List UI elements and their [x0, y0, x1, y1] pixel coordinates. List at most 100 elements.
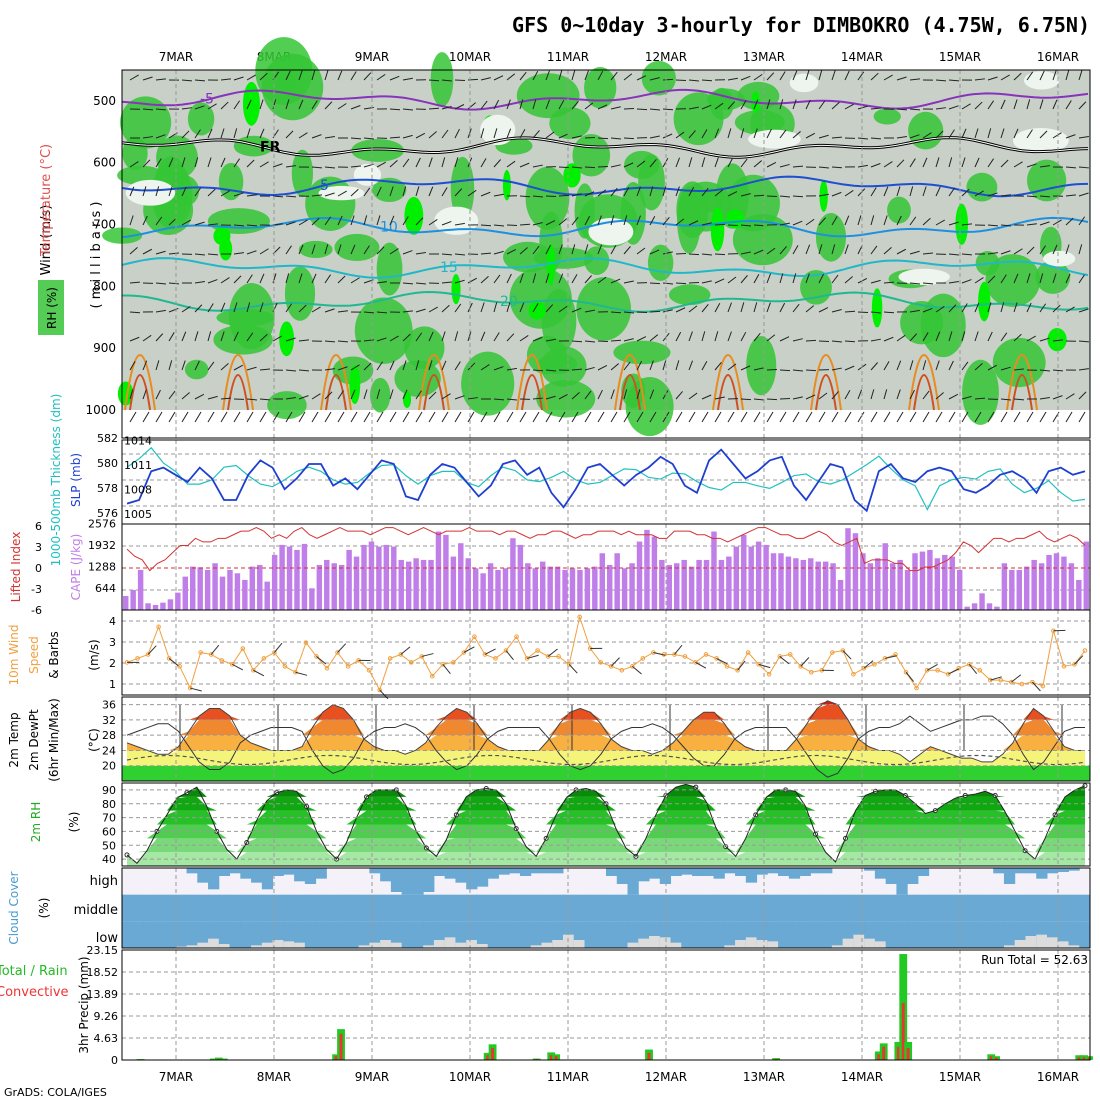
wind-barb [909, 309, 920, 313]
cloud-low-bar [326, 921, 338, 948]
wind-barb [688, 360, 694, 371]
wind-barb [818, 244, 823, 255]
cloud-low-bar [186, 921, 198, 948]
wind-speed-point [808, 669, 814, 675]
cape-bar [309, 588, 315, 610]
wind-barb [129, 161, 139, 168]
wind-barb [155, 158, 162, 168]
wind-barb [766, 273, 772, 284]
wind-barb-surface [1000, 411, 1008, 423]
wind-barb [376, 311, 388, 314]
wind-barb [311, 100, 318, 110]
wind-barb [194, 129, 201, 139]
wind-barb [220, 277, 230, 284]
cloud-middle-bar [466, 894, 478, 922]
wind-barb-surface [1026, 411, 1034, 423]
wind-barb [246, 274, 253, 284]
cape-bar [852, 533, 859, 610]
wind-barb [935, 331, 941, 342]
rh-saturated [978, 281, 991, 322]
wind-barb-surface [155, 411, 163, 423]
wind-barb [415, 132, 426, 139]
rh-cell [613, 340, 671, 365]
cloud-low-bar [702, 921, 715, 948]
temp-contour-30 [521, 374, 543, 411]
cape-bar [1053, 553, 1060, 610]
wind-barb [376, 389, 381, 400]
wind-barb-surface [233, 411, 241, 423]
wind-barb [597, 365, 608, 371]
wind-barb [441, 79, 453, 82]
cape-bar [763, 544, 769, 610]
wind-speed-point [714, 656, 719, 661]
cloud-high-bar [1025, 868, 1037, 874]
rh-dry [1043, 250, 1076, 267]
wind-barb [467, 189, 477, 197]
cloud-high-bar [1057, 868, 1069, 872]
wind-speed-point [251, 667, 256, 673]
wind-barb [636, 389, 641, 400]
cloud-middle-bar [294, 894, 306, 922]
cloud-low-gap [756, 940, 768, 948]
cloud-high-bar [251, 868, 263, 883]
rh-dry [480, 114, 516, 146]
wind-barb [1013, 302, 1018, 313]
wind-barb [909, 282, 921, 285]
wind-barb [987, 302, 992, 313]
wind-barb-surface [961, 411, 969, 423]
cape-bar [152, 604, 159, 610]
temp-contour-25 [810, 354, 842, 411]
wind-barb [922, 390, 930, 400]
wind-barb [571, 340, 583, 343]
wind-barb [675, 360, 680, 371]
cape-bar [897, 559, 903, 610]
wind-barb [155, 250, 166, 255]
wind-barb [870, 187, 877, 197]
wind-barb-surface [194, 411, 202, 423]
wind-barb [376, 215, 381, 226]
wind-barb [935, 306, 945, 313]
wind-speed-point [345, 664, 351, 669]
wind-speed-point [956, 666, 961, 671]
wind-barb [922, 282, 934, 285]
wind-barb [129, 74, 139, 81]
cloud-low-gap [735, 940, 747, 948]
slp-tick: 1014 [124, 435, 152, 448]
wind-barb [480, 100, 488, 110]
precip-convective-bar [486, 1055, 490, 1060]
wind-speed-point [1009, 679, 1014, 685]
temp-contour-line [122, 290, 1089, 313]
precip-tick: 18.52 [87, 966, 119, 979]
wind-barb [623, 162, 634, 168]
date-label-bottom: 11MAR [547, 1070, 589, 1084]
cloud-low-bar [778, 921, 790, 948]
wind-barb [519, 129, 526, 139]
wind-barb [428, 186, 434, 197]
rh-saturated [404, 196, 424, 235]
cloud-low-bar [874, 921, 887, 948]
cloud-low-gap [197, 942, 209, 948]
rh-cell [873, 108, 901, 125]
wind-barb [1078, 70, 1083, 81]
wind-barb [623, 361, 631, 371]
rh-cell [370, 377, 391, 413]
cape-bar [882, 543, 888, 610]
wind-barb [324, 136, 335, 139]
wind-barb [584, 309, 595, 313]
cloud-middle-bar [380, 894, 392, 922]
cloud-high-bar [681, 868, 693, 875]
cloud-middle-bar [304, 894, 317, 922]
wind-barb [324, 101, 333, 110]
cape-bar [1046, 554, 1052, 610]
wind-barb [181, 186, 187, 197]
wind-barb [480, 252, 492, 255]
cape-bar [979, 593, 985, 610]
wind-barb [610, 71, 618, 81]
surface-wind-barb [905, 671, 915, 682]
cloud-middle-bar [1079, 894, 1091, 922]
wind-barb [506, 128, 512, 139]
date-label-top: 7MAR [159, 50, 194, 64]
wind-speed-point [861, 666, 867, 671]
slp-panel-frame [121, 439, 1091, 525]
wind-barb [1026, 335, 1036, 342]
